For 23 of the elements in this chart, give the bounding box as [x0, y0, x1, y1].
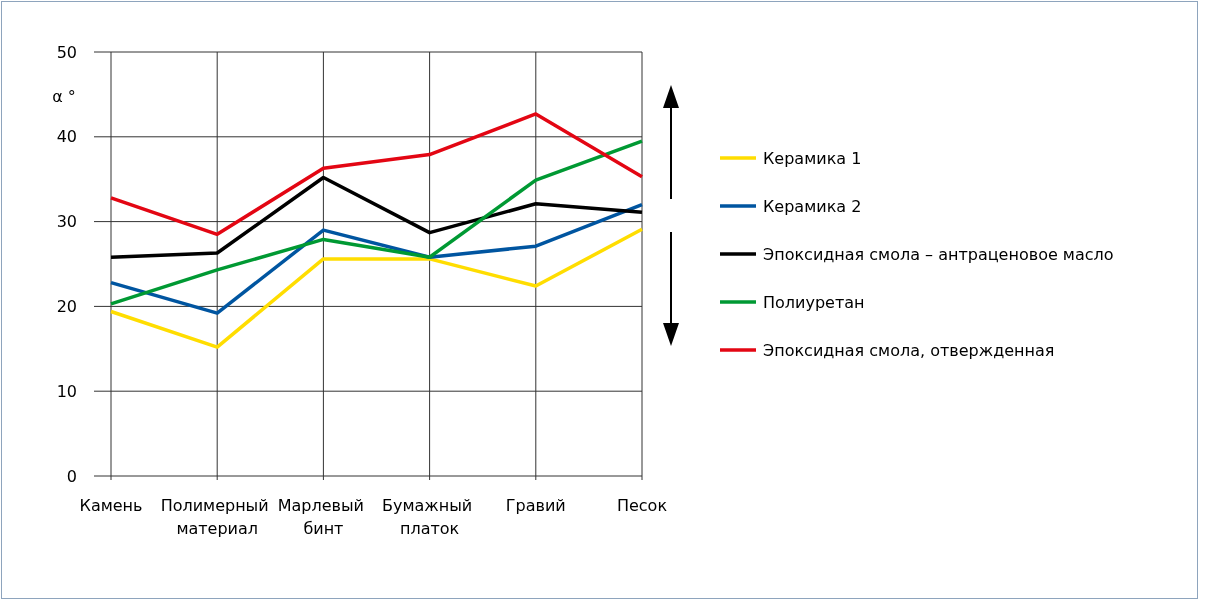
y-tick-label: 40	[56, 127, 77, 147]
x-tick-label: Песок	[616, 496, 668, 515]
legend-label: Керамика 2	[763, 196, 862, 216]
line-series	[109, 175, 644, 259]
legend-label: Полиуретан	[763, 292, 865, 312]
y-tick-label: 0	[66, 466, 77, 486]
x-tick-label: Гравий	[505, 496, 566, 515]
y-tick-label: 10	[56, 381, 77, 401]
y-tick-label: 20	[56, 296, 77, 316]
legend-label: Эпоксидная смола – антраценовое масло	[763, 244, 1114, 264]
x-tick-label: Полимерный материал	[160, 496, 274, 538]
legend-label: Керамика 1	[763, 148, 862, 168]
y-axis-title: α °	[52, 87, 76, 106]
line-series	[109, 139, 644, 306]
x-tick-label: Марлевый бинт	[277, 496, 370, 538]
line-series	[109, 202, 644, 315]
legend-label: Эпоксидная смола, отвержденная	[763, 340, 1055, 360]
y-tick-label: 50	[56, 42, 77, 62]
line-series	[109, 227, 644, 349]
y-tick-label: 30	[56, 212, 77, 232]
x-tick-label: Бумажный платок	[381, 496, 478, 538]
x-tick-label: Камень	[79, 496, 143, 515]
line-series	[109, 112, 644, 237]
